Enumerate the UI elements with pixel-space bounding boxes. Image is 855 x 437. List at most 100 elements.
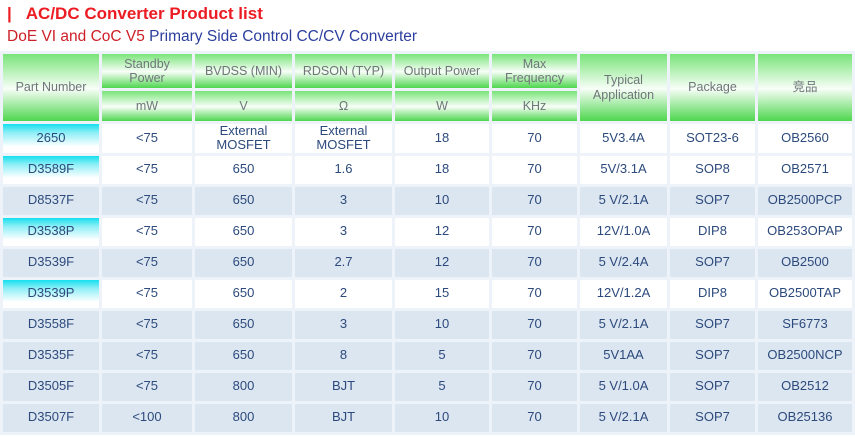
cell-standby: <75 (102, 217, 192, 246)
cell-competitor: OB2500PCP (758, 186, 852, 215)
unit-bvdss: V (195, 91, 292, 121)
cell-bvdss: 650 (195, 217, 292, 246)
cell-bvdss: 650 (195, 279, 292, 308)
cell-power: 18 (395, 124, 489, 153)
table-row: 2650 <75 External MOSFET External MOSFET 18 7… (3, 123, 852, 153)
cell-competitor: OB2500NCP (758, 341, 852, 370)
col-header-rdson: RDSON (TYP) (295, 54, 392, 88)
cell-standby: <75 (102, 279, 192, 308)
cell-rdson: 2.7 (295, 248, 392, 277)
cell-power: 18 (395, 155, 489, 184)
cell-rdson: 3 (295, 186, 392, 215)
cell-bvdss: 650 (195, 310, 292, 339)
cell-pkg: SOP7 (670, 341, 755, 370)
table-row: D8537F <75 650 3 10 70 5 V/2.1A SOP7 OB2500PCP (3, 186, 852, 215)
cell-competitor: OB253OPAP (758, 217, 852, 246)
cell-pkg: SOT23-6 (670, 124, 755, 153)
cell-bvdss: 650 (195, 186, 292, 215)
page-title-text: AC/DC Converter Product list (25, 4, 263, 23)
cell-standby: <75 (102, 341, 192, 370)
unit-output-power: W (395, 91, 489, 121)
col-header-standby-power: Standby Power (102, 54, 192, 88)
cell-rdson: 3 (295, 310, 392, 339)
cell-part: D8537F (3, 186, 99, 215)
cell-rdson: BJT (295, 403, 392, 432)
header-row-labels: Part Number Standby Power BVDSS (MIN) RD… (3, 54, 852, 121)
header-row-units: mW V Ω W KHz (3, 91, 852, 121)
cell-rdson: 2 (295, 279, 392, 308)
cell-part: D3558F (3, 310, 99, 339)
cell-competitor: SF6773 (758, 310, 852, 339)
table-row: D3558F <75 650 3 10 70 5 V/2.1A SOP7 SF6773 (3, 310, 852, 339)
col-header-package: Package (670, 54, 755, 121)
cell-standby: <75 (102, 248, 192, 277)
cell-pkg: SOP7 (670, 310, 755, 339)
cell-freq: 70 (492, 279, 577, 308)
cell-bvdss: 650 (195, 341, 292, 370)
title-marker: | (7, 4, 12, 23)
cell-power: 15 (395, 279, 489, 308)
cell-app: 12V/1.0A (580, 217, 667, 246)
cell-rdson: BJT (295, 372, 392, 401)
cell-standby: <75 (102, 124, 192, 153)
cell-freq: 70 (492, 310, 577, 339)
cell-app: 5V/3.1A (580, 155, 667, 184)
cell-power: 5 (395, 372, 489, 401)
cell-app: 5V3.4A (580, 124, 667, 153)
cell-rdson: 8 (295, 341, 392, 370)
cell-part: D3589F (3, 155, 99, 184)
cell-rdson: 1.6 (295, 155, 392, 184)
cell-pkg: DIP8 (670, 279, 755, 308)
unit-rdson: Ω (295, 91, 392, 121)
subtitle-standard-names: DoE VI and CoC V5 (7, 28, 145, 45)
cell-bvdss: 800 (195, 372, 292, 401)
cell-bvdss: 650 (195, 155, 292, 184)
cell-app: 12V/1.2A (580, 279, 667, 308)
cell-standby: <75 (102, 310, 192, 339)
cell-competitor: OB25136 (758, 403, 852, 432)
cell-app: 5 V/2.1A (580, 403, 667, 432)
col-header-part-number: Part Number (3, 54, 99, 121)
cell-part: D3539F (3, 248, 99, 277)
cell-competitor: OB2500TAP (758, 279, 852, 308)
table-row: D3505F <75 800 BJT 5 70 5 V/1.0A SOP7 OB2512 (3, 372, 852, 401)
cell-app: 5 V/2.1A (580, 310, 667, 339)
cell-freq: 70 (492, 124, 577, 153)
unit-standby-power: mW (102, 91, 192, 121)
cell-power: 10 (395, 186, 489, 215)
page-title: | AC/DC Converter Product list (7, 3, 855, 25)
cell-app: 5 V/1.0A (580, 372, 667, 401)
col-header-competitor: 竞品 (758, 54, 852, 121)
cell-power: 10 (395, 403, 489, 432)
table-row: D3539P <75 650 2 15 70 12V/1.2A DIP8 OB2500TAP (3, 279, 852, 308)
cell-freq: 70 (492, 341, 577, 370)
page-subtitle: DoE VI and CoC V5 Primary Side Control C… (7, 25, 855, 48)
col-header-output-power: Output Power (395, 54, 489, 88)
cell-part: D3539P (3, 279, 99, 308)
cell-power: 5 (395, 341, 489, 370)
unit-max-frequency: KHz (492, 91, 577, 121)
cell-power: 12 (395, 217, 489, 246)
subtitle-description: Primary Side Control CC/CV Converter (144, 28, 418, 45)
cell-rdson: External MOSFET (295, 123, 392, 153)
col-header-typical-application: Typical Application (580, 54, 667, 121)
table-row: D3535F <75 650 8 5 70 5V1AA SOP7 OB2500NCP (3, 341, 852, 370)
cell-standby: <75 (102, 186, 192, 215)
cell-freq: 70 (492, 248, 577, 277)
table-header: Part Number Standby Power BVDSS (MIN) RD… (3, 54, 852, 121)
cell-part: D3505F (3, 372, 99, 401)
cell-app: 5 V/2.1A (580, 186, 667, 215)
cell-competitor: OB2571 (758, 155, 852, 184)
col-header-max-frequency: Max Frequency (492, 54, 577, 88)
table-row: D3539F <75 650 2.7 12 70 5 V/2.4A SOP7 OB2500 (3, 248, 852, 277)
cell-part: D3507F (3, 403, 99, 432)
cell-competitor: OB2500 (758, 248, 852, 277)
cell-pkg: SOP7 (670, 403, 755, 432)
cell-competitor: OB2512 (758, 372, 852, 401)
cell-freq: 70 (492, 403, 577, 432)
cell-bvdss: External MOSFET (195, 123, 292, 153)
table-row: D3538P <75 650 3 12 70 12V/1.0A DIP8 OB253OPAP (3, 217, 852, 246)
cell-app: 5V1AA (580, 341, 667, 370)
cell-pkg: SOP7 (670, 186, 755, 215)
